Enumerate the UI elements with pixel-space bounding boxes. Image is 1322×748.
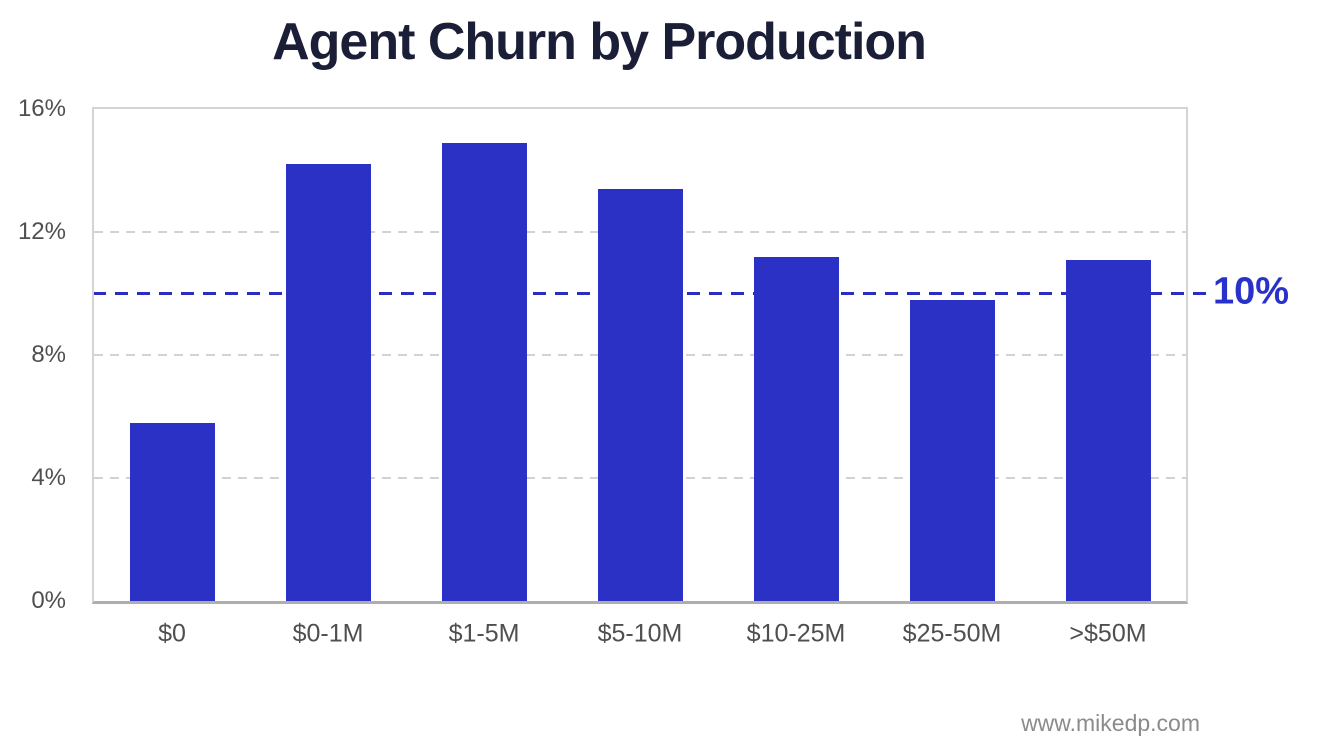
y-tick-label-0pct: 0% xyxy=(31,587,66,614)
y-tick-label-12pct: 12% xyxy=(17,218,66,245)
reference-line-label: 10% xyxy=(1213,270,1290,313)
watermark: www.mikedp.com xyxy=(1021,710,1200,736)
bar-$0 xyxy=(129,422,215,601)
plot-area xyxy=(92,107,1188,604)
x-axis-label-$25-50M: $25-50M xyxy=(902,619,1002,648)
bar-$5-10M xyxy=(597,188,683,601)
y-tick-label-8pct: 8% xyxy=(31,341,66,368)
bar-$0-1M xyxy=(285,164,371,601)
bar-$25-50M xyxy=(909,299,995,601)
chart-title: Agent Churn by Production xyxy=(272,13,927,71)
bar->$50M xyxy=(1065,259,1151,601)
y-tick-label-16pct: 16% xyxy=(17,95,66,122)
x-axis-label->$50M: >$50M xyxy=(1069,619,1147,648)
x-axis-label-$10-25M: $10-25M xyxy=(746,619,846,648)
x-axis-label-$5-10M: $5-10M xyxy=(597,619,683,648)
x-axis-label-$0-1M: $0-1M xyxy=(292,619,364,648)
bar-$1-5M xyxy=(441,142,527,601)
x-axis-label-$0: $0 xyxy=(158,619,186,648)
bar-$10-25M xyxy=(753,256,839,601)
x-axis-label-$1-5M: $1-5M xyxy=(448,619,520,648)
y-tick-label-4pct: 4% xyxy=(31,464,66,491)
